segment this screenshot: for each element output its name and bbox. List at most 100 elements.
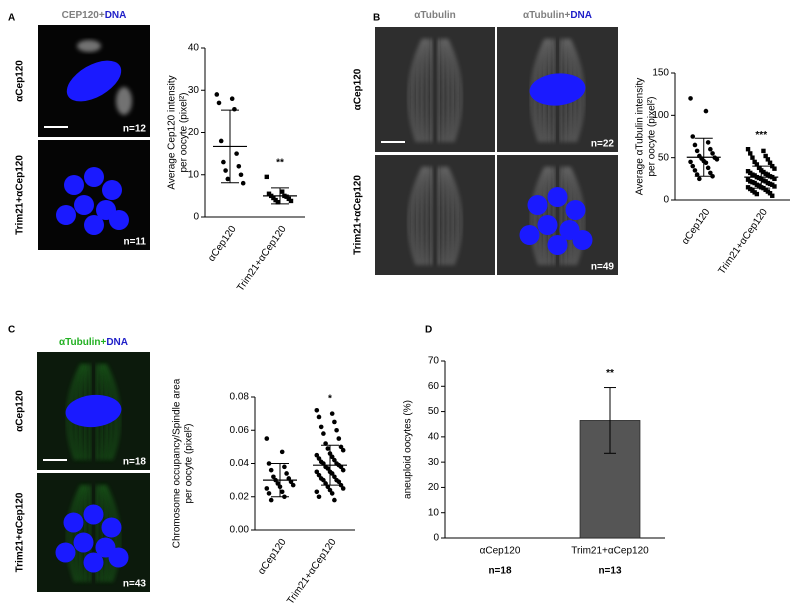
y-tick-label: 10 [188, 169, 200, 180]
fiber [531, 166, 547, 266]
micrograph [38, 140, 150, 250]
data-point [223, 168, 228, 173]
y-tick-label: 100 [652, 110, 669, 121]
dna [65, 394, 122, 428]
dna [108, 547, 129, 568]
micrograph [375, 27, 495, 152]
y-tick-label: 0.08 [230, 392, 250, 403]
dna [519, 225, 540, 245]
data-point [332, 497, 337, 503]
data-point [705, 140, 711, 145]
dna [84, 167, 104, 187]
dna [64, 175, 84, 195]
data-point [770, 163, 775, 169]
data-point [288, 198, 294, 204]
dna [529, 73, 586, 106]
data-point [268, 497, 274, 503]
data-point [329, 411, 335, 416]
dna [84, 215, 104, 235]
micrograph [497, 155, 618, 275]
data-point [216, 100, 222, 106]
data-point [314, 469, 320, 475]
header-piece: αTubulin+ [523, 10, 571, 21]
data-point [763, 153, 768, 159]
fiber [442, 38, 453, 143]
data-point [316, 494, 322, 500]
y-axis-label: Average Cep120 intensity [167, 75, 178, 189]
dna [527, 195, 548, 215]
data-point [338, 444, 344, 450]
data-point [770, 193, 775, 198]
image-header: αTubulin+DNA [59, 337, 128, 348]
row-label: αCep120 [353, 68, 364, 110]
fiber [430, 38, 434, 143]
y-tick-label: 60 [428, 381, 440, 392]
data-point [314, 489, 320, 495]
data-point [705, 165, 711, 171]
fiber [558, 166, 563, 266]
error-bar [271, 463, 289, 498]
micrograph [37, 352, 150, 470]
y-tick-label: 20 [428, 482, 440, 493]
y-axis-label: Average αTubulin intensity [635, 78, 646, 196]
data-point [703, 108, 709, 114]
dna [101, 517, 122, 538]
fiber [417, 38, 428, 143]
dna [537, 215, 558, 235]
n-label: n=22 [591, 139, 615, 150]
significance: ** [606, 368, 614, 379]
fiber [446, 38, 462, 143]
fiber [408, 166, 424, 266]
data-point [240, 180, 246, 186]
y-tick-label: 0.06 [230, 425, 250, 436]
data-point [332, 474, 337, 480]
fiber [438, 166, 445, 266]
row-label: Trim21+αCep120 [353, 175, 364, 255]
data-point [688, 159, 693, 165]
data-point [264, 174, 269, 180]
n-label: n=49 [591, 262, 615, 273]
header-piece: DNA [570, 10, 592, 21]
data-point [754, 162, 760, 167]
fiber [412, 166, 426, 266]
data-point [338, 482, 344, 488]
y-tick-label: 10 [428, 507, 440, 518]
x-tick-label: αCep120 [206, 224, 239, 264]
data-point [236, 164, 242, 169]
y-tick-label: 70 [428, 356, 440, 367]
data-point [714, 157, 720, 162]
data-point [772, 184, 777, 189]
y-tick-label: 30 [188, 85, 200, 96]
signal [116, 87, 132, 115]
data-point [314, 452, 320, 458]
fiber [425, 38, 432, 143]
data-point [690, 163, 696, 169]
x-tick-label: Trim21+αCep120 [716, 207, 770, 277]
data-point [218, 138, 224, 144]
data-point [772, 176, 777, 182]
data-point [692, 168, 698, 173]
data-point [321, 477, 326, 483]
data-point [329, 454, 335, 460]
data-point [708, 146, 713, 152]
n-label: n=12 [123, 124, 147, 135]
fiber [442, 166, 453, 266]
data-point [314, 408, 320, 413]
data-point [336, 436, 342, 441]
dna [102, 180, 122, 200]
data-point [232, 106, 237, 112]
data-point [332, 457, 337, 463]
data-point [710, 151, 715, 156]
data-point [264, 436, 270, 441]
data-point [754, 191, 760, 197]
data-point [280, 189, 285, 194]
fiber [425, 166, 432, 266]
data-point [692, 142, 698, 148]
error-bar [694, 137, 713, 177]
fiber [430, 166, 434, 266]
y-tick-label: 50 [658, 152, 670, 163]
n-label: n=43 [123, 579, 147, 590]
data-point [694, 148, 700, 154]
data-point [329, 491, 335, 496]
